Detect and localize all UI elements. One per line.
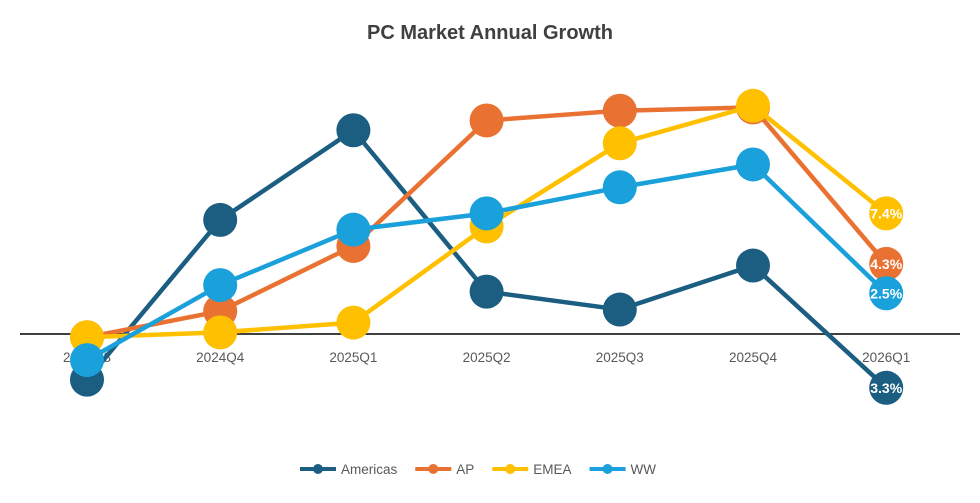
data-point [736,248,770,283]
legend-label: WW [631,462,657,477]
x-tick-label: 2025Q3 [596,350,644,365]
x-tick-label: 2025Q1 [329,350,377,365]
data-point [602,170,637,205]
chart-title: PC Market Annual Growth [367,22,613,44]
x-tick-label: 2024Q4 [196,350,245,365]
legend-item-emea: EMEA [492,462,572,477]
legend-marker [313,464,323,474]
x-tick-label: 2025Q2 [463,350,511,365]
data-point [736,147,770,182]
legend-marker [428,464,439,474]
data-point [203,268,238,303]
data-point [70,343,104,378]
legend: Americas AP EMEA WW [300,462,656,477]
data-point [736,88,770,123]
legend-label: AP [456,462,474,477]
legend-label: Americas [341,462,398,477]
data-point [602,292,637,327]
legend-item-ap: AP [415,462,474,477]
legend-label: EMEA [533,462,571,477]
series-ww: 2.5% [70,147,904,378]
data-point [336,212,371,247]
data-point [469,196,504,231]
data-point [602,93,637,128]
series-group: 3.3% 4.3% 7.4% 2.5% [70,88,904,405]
data-point [203,315,238,350]
data-point [469,274,504,309]
legend-marker [602,464,613,474]
data-label: 3.3% [870,380,902,396]
x-tick-label: 2025Q4 [729,350,778,365]
data-point [336,305,371,340]
data-label: 2.5% [870,285,902,301]
data-point [336,113,371,148]
data-point [869,370,904,405]
legend-item-americas: Americas [300,462,398,477]
data-point [869,246,904,281]
data-point [203,202,238,237]
x-axis: 2024Q32024Q42025Q12025Q22025Q32025Q42026… [20,333,960,365]
data-point [469,103,504,138]
x-tick-label: 2026Q1 [862,350,910,365]
series-americas: 3.3% [70,113,904,405]
data-label: 7.4% [870,205,902,221]
legend-item-ww: WW [589,462,657,477]
data-point [869,276,904,311]
data-point [602,126,637,161]
data-label: 4.3% [870,256,902,272]
legend-marker [505,464,516,474]
data-point [869,196,904,231]
